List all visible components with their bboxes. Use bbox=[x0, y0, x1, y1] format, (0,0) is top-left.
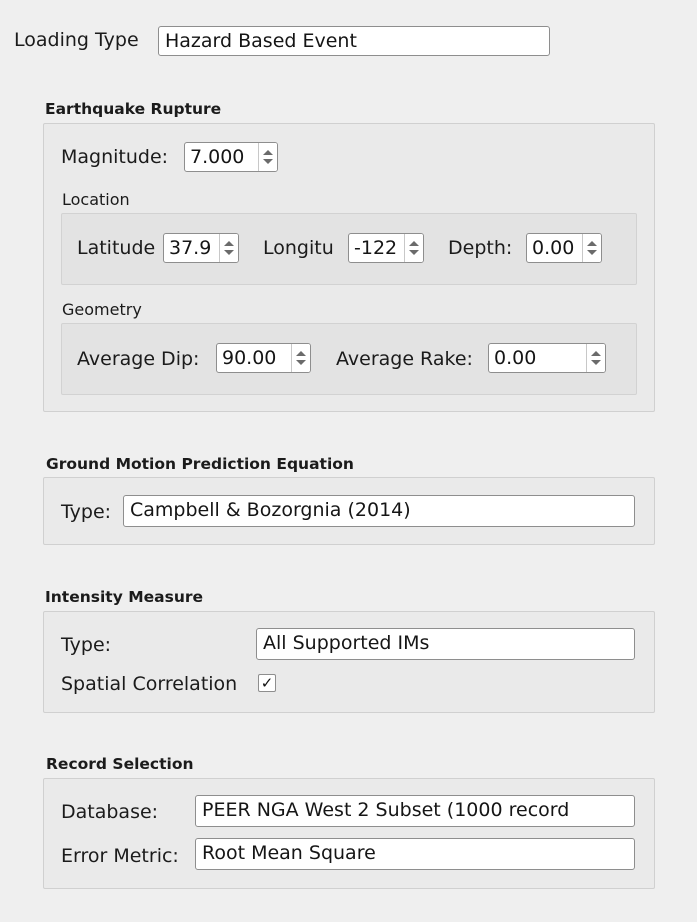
longitude-value: -122 bbox=[354, 237, 398, 259]
spatial-correlation-checkbox[interactable]: ✓ bbox=[258, 674, 276, 692]
error-metric-label: Error Metric: bbox=[61, 845, 179, 867]
gmpe-type-field[interactable]: Campbell & Bozorgnia (2014) bbox=[123, 495, 635, 527]
magnitude-value: 7.000 bbox=[190, 146, 245, 168]
latitude-label: Latitude bbox=[77, 237, 156, 259]
database-field[interactable]: PEER NGA West 2 Subset (1000 record bbox=[195, 795, 635, 827]
spin-up-icon bbox=[587, 241, 597, 246]
longitude-spin-arrows[interactable] bbox=[404, 234, 423, 262]
spin-down-icon bbox=[409, 250, 419, 255]
depth-label: Depth: bbox=[448, 237, 513, 259]
loading-type-field[interactable]: Hazard Based Event bbox=[158, 26, 550, 56]
average-rake-spin-arrows[interactable] bbox=[586, 344, 605, 372]
average-rake-value: 0.00 bbox=[494, 347, 537, 369]
spatial-correlation-label: Spatial Correlation bbox=[61, 673, 238, 695]
latitude-spin-arrows[interactable] bbox=[219, 234, 238, 262]
spin-down-icon bbox=[224, 250, 234, 255]
longitude-spinbox[interactable]: -122 bbox=[348, 233, 424, 263]
spin-down-icon bbox=[296, 360, 306, 365]
gmpe-type-label: Type: bbox=[61, 501, 112, 523]
spin-down-icon bbox=[587, 250, 597, 255]
latitude-value: 37.9 bbox=[169, 237, 212, 259]
spin-up-icon bbox=[263, 150, 273, 155]
error-metric-field[interactable]: Root Mean Square bbox=[195, 838, 635, 870]
record-selection-title: Record Selection bbox=[46, 755, 194, 773]
spin-up-icon bbox=[591, 351, 601, 356]
im-type-label: Type: bbox=[61, 634, 112, 656]
intensity-measure-title: Intensity Measure bbox=[45, 588, 204, 606]
spin-down-icon bbox=[263, 159, 273, 164]
longitude-label: Longitu bbox=[263, 237, 334, 259]
loading-type-label: Loading Type bbox=[14, 29, 139, 51]
depth-value: 0.00 bbox=[532, 237, 575, 259]
im-type-field[interactable]: All Supported IMs bbox=[256, 628, 635, 660]
average-dip-label: Average Dip: bbox=[77, 348, 200, 370]
magnitude-label: Magnitude: bbox=[61, 146, 169, 168]
average-dip-spin-arrows[interactable] bbox=[291, 344, 310, 372]
intensity-measure-group bbox=[43, 611, 655, 713]
spin-up-icon bbox=[296, 351, 306, 356]
spin-up-icon bbox=[224, 241, 234, 246]
average-rake-label: Average Rake: bbox=[336, 348, 473, 370]
depth-spinbox[interactable]: 0.00 bbox=[526, 233, 602, 263]
spin-up-icon bbox=[409, 241, 419, 246]
average-dip-spinbox[interactable]: 90.00 bbox=[216, 343, 311, 373]
average-dip-value: 90.00 bbox=[222, 347, 277, 369]
earthquake-rupture-title: Earthquake Rupture bbox=[45, 100, 222, 118]
spin-down-icon bbox=[591, 360, 601, 365]
database-label: Database: bbox=[61, 801, 159, 823]
location-title: Location bbox=[62, 190, 130, 209]
magnitude-spinbox[interactable]: 7.000 bbox=[184, 142, 278, 172]
geometry-title: Geometry bbox=[62, 300, 142, 319]
magnitude-spin-arrows[interactable] bbox=[258, 143, 277, 171]
gmpe-title: Ground Motion Prediction Equation bbox=[46, 455, 354, 473]
latitude-spinbox[interactable]: 37.9 bbox=[163, 233, 239, 263]
average-rake-spinbox[interactable]: 0.00 bbox=[488, 343, 606, 373]
depth-spin-arrows[interactable] bbox=[582, 234, 601, 262]
